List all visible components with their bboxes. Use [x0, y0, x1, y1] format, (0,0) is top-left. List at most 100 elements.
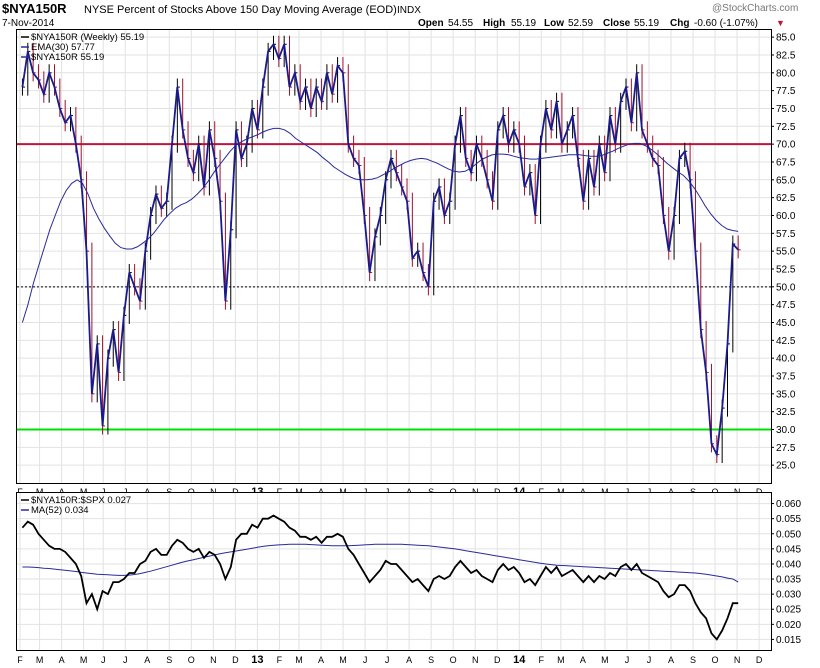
low-label: Low — [544, 18, 564, 29]
price-y-tick-label: 60.0 — [776, 211, 796, 222]
price-y-tick-label: 77.5 — [776, 86, 796, 97]
price-y-tick-label: 30.0 — [776, 425, 796, 436]
ratio-y-tick-label: 0.025 — [776, 605, 801, 616]
ratio-x-tick-label: D — [494, 655, 501, 665]
price-y-tick-label: 32.5 — [776, 407, 796, 418]
low-value: 52.59 — [568, 18, 593, 29]
price-y-tick-label: 27.5 — [776, 443, 796, 454]
price-y-tick-label: 40.0 — [776, 354, 796, 365]
price-panel-reference-lines — [17, 143, 771, 431]
close-label: Close — [603, 18, 631, 29]
price-y-tick-label: 80.0 — [776, 68, 796, 79]
ratio-line — [21, 514, 739, 641]
price-y-tick-label: 85.0 — [776, 33, 796, 44]
price-y-tick-label: 67.5 — [776, 157, 796, 168]
watermark: @StockCharts.com — [712, 3, 798, 14]
ratio-x-tick-label: J — [625, 655, 630, 665]
ratio-x-tick-label: J — [123, 655, 128, 665]
ratio-y-tick-label: 0.060 — [776, 499, 801, 510]
ratio-x-tick-label: A — [59, 655, 65, 665]
chg-down-arrow-icon: ▼ — [776, 18, 785, 28]
ratio-x-tick-label: A — [580, 655, 586, 665]
price-y-tick-label: 62.5 — [776, 193, 796, 204]
ratio-panel-y-axis: 0.015 0.020 0.025 0.030 0.035 0.040 0.045 0.050… — [771, 499, 801, 646]
price-y-tick-label: 65.0 — [776, 175, 796, 186]
ratio-y-tick-label: 0.020 — [776, 620, 801, 631]
ratio-panel-series — [21, 514, 739, 641]
ratio-x-tick-label: 13 — [251, 654, 263, 666]
price-y-tick-label: 75.0 — [776, 104, 796, 115]
ratio-x-tick-label: O — [450, 655, 457, 665]
price-y-tick-label: 37.5 — [776, 371, 796, 382]
ratio-x-tick-label: J — [363, 655, 368, 665]
ohlc-readout: Open 54.55 High 55.19 Low 52.59 Close 55… — [418, 18, 785, 29]
price-legend-entry: $NYA150R (Weekly) 55.19 — [31, 32, 144, 43]
ratio-y-tick-label: 0.040 — [776, 559, 801, 570]
ratio-x-tick-label: O — [188, 655, 195, 665]
ratio-legend-entry: MA(52) 0.034 — [31, 505, 89, 516]
ratio-panel-x-axis: F M A M J J A S O N D 13 F M A M J J A S O N D 14 F M A M J J A S O N D — [17, 654, 763, 666]
ratio-x-tick-label: N — [472, 655, 479, 665]
ratio-x-tick-label: A — [406, 655, 412, 665]
exchange-label: INDX — [397, 5, 421, 16]
ratio-x-tick-label: M — [295, 655, 303, 665]
ratio-x-tick-label: D — [756, 655, 763, 665]
price-legend-entry: EMA(30) 57.77 — [31, 42, 95, 53]
price-y-tick-label: 45.0 — [776, 318, 796, 329]
ratio-x-tick-label: J — [101, 655, 106, 665]
ratio-y-tick-label: 0.030 — [776, 590, 801, 601]
ratio-x-tick-label: M — [557, 655, 565, 665]
ratio-x-tick-label: S — [166, 655, 172, 665]
chg-label: Chg — [670, 18, 689, 29]
price-line — [21, 42, 739, 458]
price-y-tick-label: 82.5 — [776, 50, 796, 61]
price-y-tick-label: 72.5 — [776, 122, 796, 133]
ratio-panel-frame — [16, 492, 772, 651]
price-y-tick-label: 35.0 — [776, 389, 796, 400]
ratio-legend-entry: $NYA150R:$SPX 0.027 — [31, 495, 131, 506]
price-panel-y-axis: 25.0 27.5 30.0 32.5 35.0 37.5 40.0 42.5 45.0 47.5… — [771, 33, 796, 472]
price-panel-frame — [16, 29, 772, 484]
ratio-x-tick-label: A — [318, 655, 324, 665]
open-label: Open — [418, 18, 444, 29]
ratio-x-tick-label: J — [385, 655, 390, 665]
price-y-tick-label: 42.5 — [776, 336, 796, 347]
price-y-tick-label: 50.0 — [776, 282, 796, 293]
ratio-x-tick-label: N — [734, 655, 741, 665]
symbol-description: NYSE Percent of Stocks Above 150 Day Mov… — [84, 4, 397, 16]
price-y-tick-label: 25.0 — [776, 461, 796, 472]
price-y-tick-label: 57.5 — [776, 229, 796, 240]
price-panel: 25.0 27.5 30.0 32.5 35.0 37.5 40.0 42.5 45.0 47.5… — [16, 29, 796, 498]
ratio-y-tick-label: 0.035 — [776, 575, 801, 586]
ratio-x-tick-label: F — [17, 655, 23, 665]
ratio-x-tick-label: A — [668, 655, 674, 665]
ratio-panel: 0.015 0.020 0.025 0.030 0.035 0.040 0.045 0.050… — [16, 492, 801, 666]
ratio-x-tick-label: M — [36, 655, 44, 665]
chg-value: -0.60 (-1.07%) — [694, 18, 758, 29]
ratio-x-tick-label: O — [712, 655, 719, 665]
ema-30-line — [21, 127, 739, 323]
ratio-x-tick-label: A — [144, 655, 150, 665]
ratio-y-tick-label: 0.050 — [776, 529, 801, 540]
ratio-x-tick-label: N — [210, 655, 217, 665]
ratio-x-tick-label: M — [601, 655, 609, 665]
chart-date: 7-Nov-2014 — [2, 18, 55, 29]
price-y-tick-label: 70.0 — [776, 140, 796, 151]
price-y-tick-label: 52.5 — [776, 264, 796, 275]
ratio-x-tick-label: S — [428, 655, 434, 665]
close-value: 55.19 — [634, 18, 659, 29]
ratio-x-tick-label: M — [80, 655, 88, 665]
price-panel-series — [21, 42, 739, 458]
symbol-title: $NYA150R — [2, 1, 67, 16]
ratio-x-tick-label: D — [232, 655, 239, 665]
price-legend-entry: $NYA150R 55.19 — [31, 52, 104, 63]
ratio-y-tick-label: 0.015 — [776, 635, 801, 646]
ratio-x-tick-label: F — [539, 655, 545, 665]
price-y-tick-label: 47.5 — [776, 300, 796, 311]
ratio-x-tick-label: F — [277, 655, 283, 665]
ratio-x-tick-label: 14 — [513, 654, 526, 666]
ratio-y-tick-label: 0.055 — [776, 514, 801, 525]
